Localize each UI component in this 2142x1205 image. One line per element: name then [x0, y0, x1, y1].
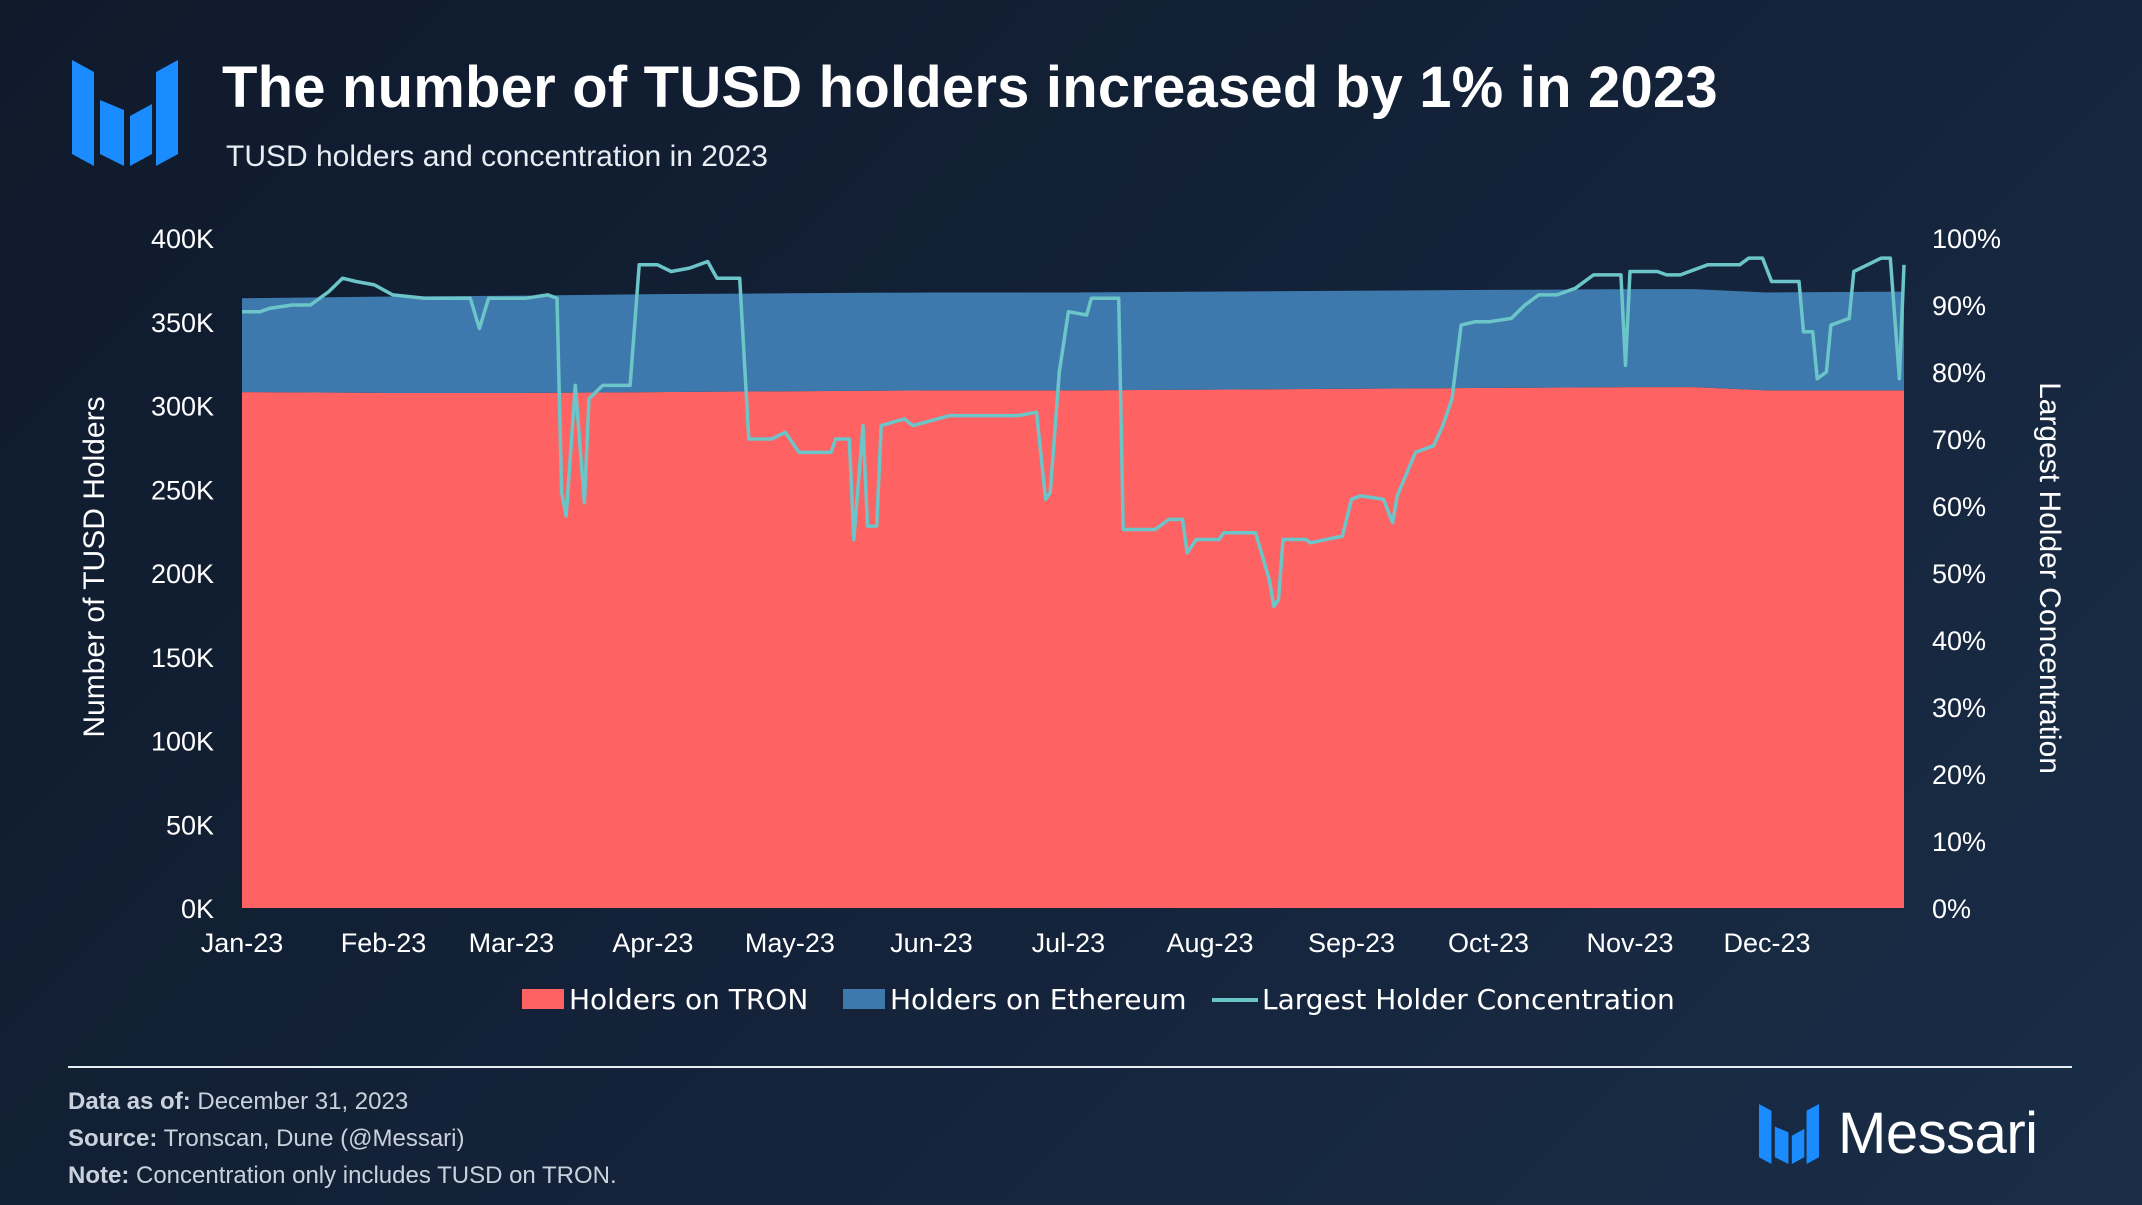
- x-tick: Feb-23: [341, 928, 427, 958]
- y-tick-right: 0%: [1932, 894, 1971, 924]
- y-tick-right: 100%: [1932, 224, 2001, 254]
- chart-title: The number of TUSD holders increased by …: [222, 55, 1718, 120]
- chart-subtitle: TUSD holders and concentration in 2023: [226, 140, 768, 173]
- area-holders-on-ethereum: [242, 289, 1904, 393]
- chart: 0K 50K 100K 150K 200K 250K 300K 350K 400K 0% 10% 2…: [78, 224, 2066, 1016]
- brand: Messari: [1758, 1100, 2038, 1167]
- x-tick: Mar-23: [469, 928, 555, 958]
- data-as-of-value: December 31, 2023: [197, 1088, 409, 1115]
- x-tick: Nov-23: [1587, 928, 1674, 958]
- y-tick-right: 30%: [1932, 693, 1986, 723]
- note-value: Concentration only includes TUSD on TRON…: [136, 1162, 617, 1189]
- legend-swatch-ethereum: [843, 989, 885, 1009]
- footer-divider: [68, 1066, 2072, 1068]
- y-tick-right: 20%: [1932, 760, 1986, 790]
- y-tick-right: 40%: [1932, 626, 1986, 656]
- y-tick-right: 90%: [1932, 291, 1986, 321]
- x-tick: May-23: [745, 928, 835, 958]
- legend-label-tron: Holders on TRON: [569, 983, 808, 1016]
- messari-brand-icon: [1759, 1103, 1819, 1164]
- x-tick: Jul-23: [1032, 928, 1106, 958]
- footer-note: Note: Concentration only includes TUSD o…: [68, 1157, 617, 1194]
- y-tick-left: 0K: [181, 894, 214, 924]
- legend-swatch-tron: [522, 989, 564, 1009]
- y-tick-left: 50K: [166, 810, 214, 840]
- y-tick-right: 70%: [1932, 425, 1986, 455]
- y-tick-left: 300K: [151, 392, 214, 422]
- y-tick-left: 100K: [151, 727, 214, 757]
- y-tick-left: 200K: [151, 559, 214, 589]
- y-tick-left: 150K: [151, 643, 214, 673]
- area-holders-on-tron: [242, 387, 1904, 908]
- line-largest-holder-concentration: [242, 256, 1906, 609]
- y-tick-right: 80%: [1932, 358, 1986, 388]
- x-tick: Oct-23: [1448, 928, 1529, 958]
- x-tick: Sep-23: [1308, 928, 1395, 958]
- legend: Holders on TRON Holders on Ethereum Larg…: [522, 983, 1675, 1016]
- footer-source: Source: Tronscan, Dune (@Messari): [68, 1120, 617, 1157]
- y-tick-left: 350K: [151, 308, 214, 338]
- messari-logo-icon: [72, 60, 178, 166]
- y-tick-right: 10%: [1932, 827, 1986, 857]
- y-tick-right: 50%: [1932, 559, 1986, 589]
- y-axis-title-right: Largest Holder Concentration: [2033, 382, 2066, 774]
- footer-notes: Data as of: December 31, 2023 Source: Tr…: [68, 1083, 617, 1194]
- y-axis-title-left: Number of TUSD Holders: [78, 396, 111, 737]
- brand-name: Messari: [1838, 1101, 2038, 1166]
- x-tick: Jan-23: [201, 928, 284, 958]
- legend-label-ethereum: Holders on Ethereum: [890, 983, 1187, 1016]
- footer-data-as-of: Data as of: December 31, 2023: [68, 1083, 617, 1120]
- source-value: Tronscan, Dune (@Messari): [163, 1125, 465, 1152]
- data-as-of-label: Data as of:: [68, 1088, 191, 1115]
- legend-label-concentration: Largest Holder Concentration: [1262, 983, 1675, 1016]
- x-tick: Aug-23: [1166, 928, 1253, 958]
- y-tick-left: 250K: [151, 475, 214, 505]
- x-tick: Dec-23: [1723, 928, 1810, 958]
- source-label: Source:: [68, 1125, 158, 1152]
- note-label: Note:: [68, 1162, 130, 1189]
- x-tick: Apr-23: [612, 928, 693, 958]
- x-tick: Jun-23: [890, 928, 973, 958]
- y-tick-left: 400K: [151, 224, 214, 254]
- y-tick-right: 60%: [1932, 492, 1986, 522]
